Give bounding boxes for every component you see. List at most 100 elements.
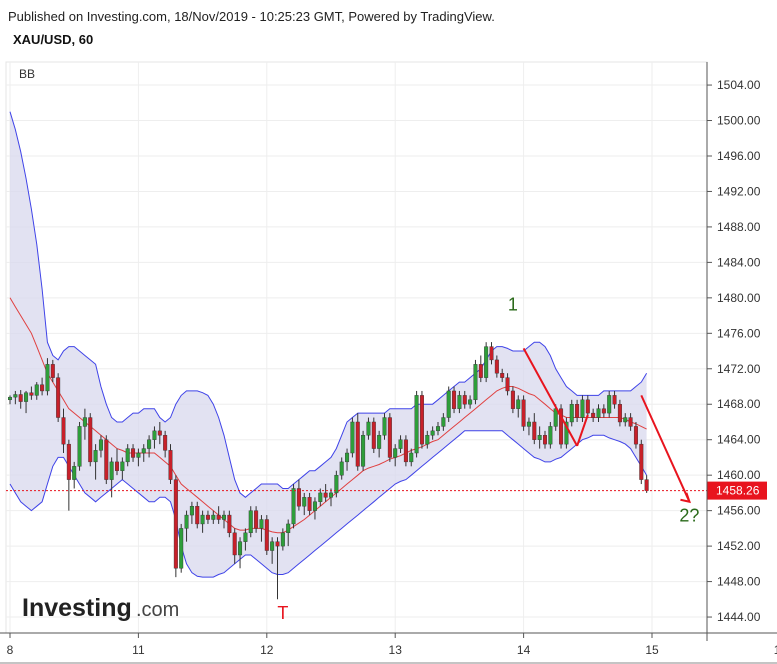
band-fill [10, 111, 647, 578]
candle-body [114, 461, 119, 471]
candle-body [414, 395, 419, 454]
x-tick-label: 13 [389, 643, 403, 657]
candle-body [473, 364, 478, 401]
candle [628, 413, 633, 431]
candle [243, 528, 248, 551]
candle-body [591, 412, 596, 418]
candle [275, 537, 280, 600]
grid [5, 61, 708, 634]
candle-body [34, 384, 39, 396]
candle [484, 342, 489, 383]
candle [623, 413, 628, 427]
candle [291, 484, 296, 529]
candle [157, 421, 162, 445]
x-tick-label: 12 [260, 643, 274, 657]
candle-body [532, 421, 537, 440]
candle-body [173, 479, 178, 569]
x-tick-label: 14 [517, 643, 531, 657]
candle [66, 439, 71, 511]
candle [414, 390, 419, 458]
candle [29, 386, 34, 400]
candle [195, 501, 200, 529]
candle-body [184, 514, 189, 529]
candle-body [559, 408, 564, 445]
candle [329, 488, 334, 507]
candle-body [147, 439, 152, 449]
investing-logo: Investing .com [22, 594, 179, 622]
candle [334, 470, 339, 498]
candle [633, 421, 638, 449]
wave-2-label: 2? [679, 505, 699, 525]
candle [302, 492, 307, 516]
candle [500, 368, 505, 383]
candle-body [521, 399, 526, 427]
candle-body [66, 443, 71, 480]
candle-body [526, 421, 531, 427]
candle-body [516, 399, 521, 409]
candle-body [355, 421, 360, 467]
candle [468, 395, 473, 409]
candle [77, 421, 82, 471]
candle-body [152, 430, 157, 440]
candle [270, 537, 275, 564]
candle [350, 417, 355, 458]
candle-body [441, 417, 446, 427]
candle [72, 461, 77, 489]
candle [88, 413, 93, 467]
candle [312, 497, 317, 520]
candle [585, 395, 590, 418]
y-tick-label: 1496.00 [717, 149, 761, 163]
candle-body [537, 435, 542, 440]
candle [564, 417, 569, 449]
candle-body [585, 399, 590, 414]
annotations: 1458.26 1 2? T [6, 294, 767, 623]
candle [575, 399, 580, 422]
candle [296, 479, 301, 511]
published-caption: Published on Investing.com, 18/Nov/2019 … [8, 9, 495, 24]
candle-body [478, 364, 483, 378]
candle-body [216, 514, 221, 520]
wave-1-label: 1 [508, 294, 518, 314]
candle [612, 390, 617, 409]
candle-body [350, 421, 355, 454]
candle-body [612, 395, 617, 405]
candle-body [163, 435, 168, 451]
candle-body [548, 426, 553, 445]
candle-body [569, 404, 574, 423]
candle [18, 390, 23, 409]
candle [345, 448, 350, 471]
candle-body [393, 448, 398, 458]
candle [227, 510, 232, 538]
candle-body [334, 474, 339, 494]
candle [521, 395, 526, 431]
candle [104, 435, 109, 485]
wave-c-line [640, 394, 691, 503]
y-tick-label: 1460.00 [717, 468, 761, 482]
x-tick-label: 18 [774, 643, 777, 657]
candle [425, 430, 430, 449]
candle-body [468, 399, 473, 405]
x-tick-label: 8 [7, 643, 14, 657]
candle [259, 515, 264, 542]
candle [120, 457, 125, 480]
candle-body [644, 479, 649, 491]
candle [462, 390, 467, 409]
candle [580, 395, 585, 422]
y-tick-label: 1492.00 [717, 184, 761, 198]
candle [125, 444, 130, 467]
y-tick-label: 1488.00 [717, 220, 761, 234]
upper-band-line [9, 111, 648, 498]
candle [510, 386, 515, 414]
candle-body [157, 430, 162, 436]
candle-body [398, 439, 403, 449]
candle [382, 413, 387, 440]
candle [526, 417, 531, 436]
candle [393, 444, 398, 467]
candle [189, 501, 194, 524]
plot-frame [5, 61, 708, 634]
candle-body [564, 421, 569, 445]
logo-suffix: .com [136, 599, 179, 621]
candle [7, 395, 12, 405]
candle-body [254, 510, 259, 529]
